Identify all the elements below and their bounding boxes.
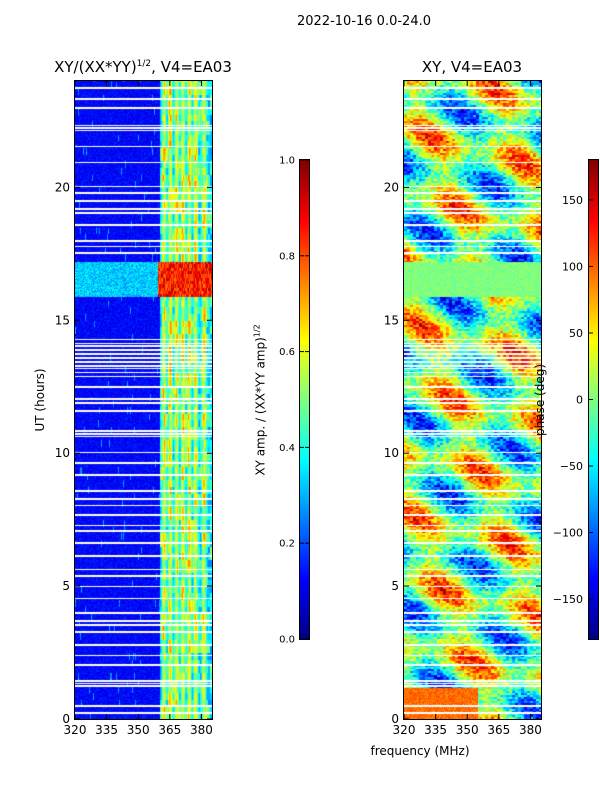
phase-cbar-tick-label: 50 [569, 327, 583, 340]
phase-cbar-tick-label: 0 [576, 394, 583, 407]
amp-ylabel: UT (hours) [33, 368, 47, 432]
phase-heatmap[interactable] [404, 81, 541, 719]
amp-xtick-label: 320 [64, 723, 87, 737]
amp-ytick-label: 15 [55, 313, 70, 327]
amp-xtick-label: 380 [190, 723, 213, 737]
phase-xtick-label: 350 [456, 723, 479, 737]
phase-cbar-tick-label: −100 [553, 527, 583, 540]
amp-colorbar-label-main: XY amp. / (XX*YY amp) [253, 337, 268, 476]
amp-cbar-tick-label: 1.0 [279, 156, 295, 167]
phase-xtick-label: 380 [519, 723, 542, 737]
amp-heatmap[interactable] [75, 81, 212, 719]
phase-ytick-label: 20 [384, 180, 399, 194]
amp-axes-frame [74, 80, 213, 720]
amp-ytick-label: 0 [62, 712, 70, 726]
phase-xtick-label: 335 [424, 723, 447, 737]
phase-xtick-label: 320 [393, 723, 416, 737]
shared-xlabel: frequency (MHz) [370, 744, 470, 758]
amp-xtick-label: 335 [95, 723, 118, 737]
amp-cbar-tick-label: 0.8 [279, 251, 295, 262]
amp-ytick-label: 20 [55, 180, 70, 194]
amp-ytick-label: 10 [55, 446, 70, 460]
amp-cbar-tick-label: 0.2 [279, 539, 295, 550]
amp-colorbar-frame [299, 159, 310, 640]
amp-title-suffix: , V4=EA03 [151, 58, 232, 76]
phase-axes-frame [403, 80, 542, 720]
amp-ytick-label: 5 [62, 579, 70, 593]
phase-ytick-label: 10 [384, 446, 399, 460]
amp-xtick-label: 350 [127, 723, 150, 737]
phase-cbar-tick-label: −150 [553, 593, 583, 606]
amp-panel-title: XY/(XX*YY)1/2, V4=EA03 [13, 58, 273, 76]
phase-cbar-tick-label: −50 [560, 460, 583, 473]
figure-suptitle: 2022-10-16 0.0-24.0 [297, 14, 431, 29]
phase-panel-title: XY, V4=EA03 [421, 58, 523, 76]
amp-xtick-label: 365 [158, 723, 181, 737]
phase-cbar-tick-label: 150 [562, 194, 583, 207]
amp-cbar-tick-label: 0.0 [279, 635, 295, 646]
phase-xtick-label: 365 [487, 723, 510, 737]
amp-colorbar-label: XY amp. / (XX*YY amp)1/2 [253, 324, 268, 475]
amp-cbar-tick-label: 0.4 [279, 443, 295, 454]
phase-colorbar-frame [588, 159, 599, 640]
phase-ytick-label: 0 [391, 712, 399, 726]
amp-title-sup: 1/2 [136, 59, 152, 69]
amp-colorbar-label-sup: 1/2 [252, 324, 262, 338]
amp-title-main: XY/(XX*YY) [54, 58, 137, 76]
phase-colorbar [589, 160, 598, 639]
phase-ytick-label: 5 [391, 579, 399, 593]
amp-colorbar [300, 160, 309, 639]
amp-cbar-tick-label: 0.6 [279, 347, 295, 358]
phase-cbar-tick-label: 100 [562, 260, 583, 273]
phase-ytick-label: 15 [384, 313, 399, 327]
phase-colorbar-label: phase (deg) [533, 363, 547, 437]
